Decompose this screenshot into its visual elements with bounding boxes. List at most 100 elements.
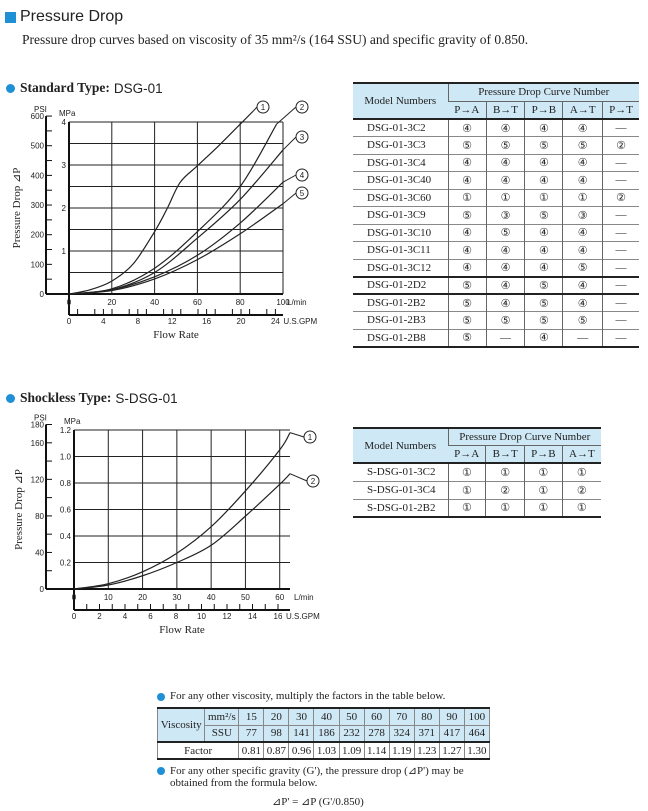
gpm-tick-label: 14 bbox=[248, 612, 257, 621]
curve-number: ⑤ bbox=[447, 206, 487, 224]
factor-value: 0.87 bbox=[263, 741, 290, 760]
gpm-tick-label: 0 bbox=[72, 612, 77, 621]
x-tick-label: 20 bbox=[107, 298, 116, 307]
gpm-unit-label: U.S.GPM bbox=[286, 612, 320, 621]
table-row: DSG-01-3C10 ④ ⑤ ④ ④ — bbox=[353, 224, 639, 242]
mpa-tick-label: 0.2 bbox=[60, 559, 72, 568]
curve-number: ④ bbox=[524, 119, 563, 137]
curve-number: ① bbox=[447, 189, 487, 207]
psi-tick-label: 160 bbox=[31, 439, 45, 448]
curve-number: — bbox=[602, 206, 639, 224]
curve-5 bbox=[68, 203, 284, 295]
curve-label-circle-5 bbox=[295, 186, 309, 200]
psi-tick-label: 180 bbox=[31, 421, 45, 430]
mpa-unit-label: MPa bbox=[59, 109, 76, 118]
model-number: DSG-01-3C9 bbox=[367, 209, 426, 222]
x-tick-label: 40 bbox=[150, 298, 159, 307]
gravity-note: For any other specific gravity (G'), the… bbox=[157, 764, 487, 789]
curve-number: ① bbox=[523, 463, 563, 481]
gpm-tick-label: 16 bbox=[274, 612, 283, 621]
viscosity-factor-table: Viscosity mm²/s 15 20 30 40 50 60 70 80 90 100 SSU 7… bbox=[156, 707, 491, 760]
table-row: DSG-01-2B3 ⑤ ⑤ ⑤ ⑤ — bbox=[353, 311, 639, 329]
x-tick-label: 60 bbox=[193, 298, 202, 307]
curve-label-2: 2 bbox=[300, 103, 305, 112]
gpm-tick-label: 8 bbox=[136, 317, 141, 326]
psi-tick-label: 40 bbox=[35, 548, 44, 557]
table-row: DSG-01-3C2 ④ ④ ④ ④ — bbox=[353, 119, 639, 137]
curve-number: ⑤ bbox=[485, 224, 525, 242]
curve-number: — bbox=[602, 294, 639, 312]
ssu-value: 186 bbox=[313, 724, 340, 743]
curve-number: ⑤ bbox=[485, 136, 525, 154]
curve-number: ④ bbox=[485, 154, 525, 172]
curve-number: ④ bbox=[524, 224, 563, 242]
gpm-tick-label: 20 bbox=[237, 317, 246, 326]
curve-number: ④ bbox=[485, 294, 525, 312]
curve-number: — bbox=[485, 329, 525, 347]
group-header: Pressure Drop Curve Number bbox=[447, 83, 639, 101]
curve-label-5: 5 bbox=[300, 189, 305, 198]
curve-number: ④ bbox=[524, 171, 563, 189]
curve-number: ⑤ bbox=[524, 206, 563, 224]
psi-tick-label: 500 bbox=[31, 142, 45, 151]
mm2s-value: 90 bbox=[438, 707, 465, 726]
curve-number: ① bbox=[561, 499, 601, 517]
section-standard-heading: Standard Type: DSG-01 bbox=[6, 80, 163, 96]
ssu-value: 417 bbox=[438, 724, 465, 743]
section-label: Standard Type: bbox=[20, 80, 110, 95]
curve-number: ⑤ bbox=[447, 276, 487, 294]
curve-number: — bbox=[602, 119, 639, 137]
bullet-icon bbox=[157, 767, 165, 775]
curve-number: ① bbox=[523, 499, 563, 517]
curve-number: ④ bbox=[562, 154, 603, 172]
factor-value: 0.81 bbox=[238, 741, 265, 760]
model-number: DSG-01-3C2 bbox=[367, 122, 426, 134]
factor-value: 1.30 bbox=[463, 741, 491, 760]
x-tick-label: 20 bbox=[138, 593, 147, 602]
model-header: Model Numbers bbox=[353, 428, 448, 463]
gpm-tick-label: 16 bbox=[202, 317, 211, 326]
curve-number: ④ bbox=[447, 224, 487, 242]
bullet-icon bbox=[157, 693, 165, 701]
table-row: S-DSG-01-2B2 ① ① ① ① bbox=[353, 499, 601, 517]
x-axis-title: Flow Rate bbox=[153, 329, 199, 341]
ssu-value: 278 bbox=[363, 724, 390, 743]
curve-label-circle-2 bbox=[295, 100, 309, 114]
gpm-tick-label: 12 bbox=[168, 317, 177, 326]
curve-number: ④ bbox=[562, 171, 603, 189]
ssu-value: 324 bbox=[388, 724, 415, 743]
table-row: S-DSG-01-3C2 ① ① ① ① bbox=[353, 463, 601, 481]
x-tick-label: 50 bbox=[241, 593, 250, 602]
table-row: DSG-01-3C60 ① ① ① ① ② bbox=[353, 189, 639, 207]
gpm-tick-label: 6 bbox=[148, 612, 153, 621]
table-row: DSG-01-3C40 ④ ④ ④ ④ — bbox=[353, 171, 639, 189]
curve-number: ④ bbox=[562, 119, 603, 137]
curve-number: ① bbox=[524, 189, 563, 207]
curve-number: ④ bbox=[562, 276, 603, 294]
curve-number: ④ bbox=[485, 259, 525, 277]
curve-number: ⑤ bbox=[447, 311, 487, 329]
ssu-value: 232 bbox=[338, 724, 365, 743]
note-text: For any other viscosity, multiply the fa… bbox=[170, 690, 446, 702]
table-row: DSG-01-3C9 ⑤ ③ ⑤ ③ — bbox=[353, 206, 639, 224]
model-number: S-DSG-01-2B2 bbox=[367, 501, 436, 514]
curve-number: ① bbox=[447, 481, 486, 499]
psi-tick-label: 600 bbox=[31, 112, 45, 121]
page-subtitle: Pressure drop curves based on viscosity … bbox=[22, 32, 529, 47]
mpa-unit-label: MPa bbox=[64, 417, 81, 426]
curve-label-circle-3 bbox=[295, 130, 309, 144]
curve-label-1: 1 bbox=[261, 103, 266, 112]
curve-number: ④ bbox=[447, 171, 487, 189]
curve-number: ④ bbox=[524, 241, 563, 259]
psi-tick-label: 100 bbox=[31, 260, 45, 269]
curve-label-circle-1 bbox=[256, 100, 270, 114]
curve-number: ⑤ bbox=[447, 329, 487, 347]
curve-number: ② bbox=[561, 481, 601, 499]
x-unit-label: L/min bbox=[287, 298, 307, 307]
column-header: B→T bbox=[485, 100, 525, 119]
column-header: P→B bbox=[523, 444, 563, 463]
curve-number: ① bbox=[562, 189, 603, 207]
curve-number: ⑤ bbox=[447, 294, 487, 312]
curve-number: ⑤ bbox=[524, 276, 563, 294]
